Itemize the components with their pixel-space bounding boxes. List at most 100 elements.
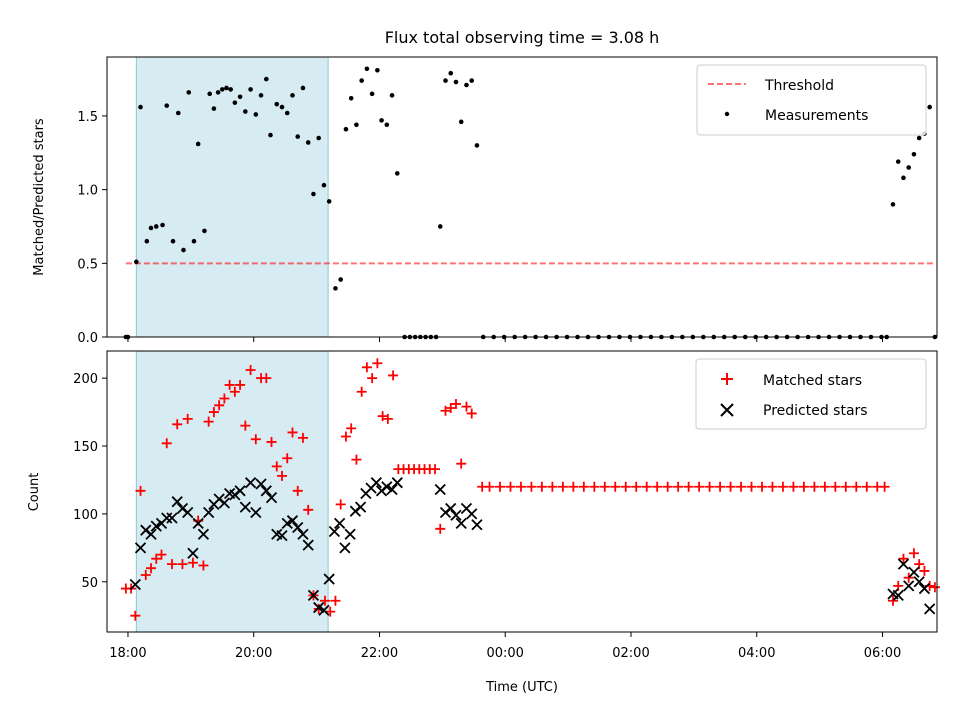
matched-star-point <box>277 470 288 481</box>
measurement-point <box>181 247 186 253</box>
y-tick-label: 1.5 <box>77 110 98 125</box>
predicted-star-point <box>334 517 346 530</box>
matched-star-point <box>610 481 621 492</box>
predicted-star-point <box>129 578 141 591</box>
predicted-star-point <box>318 604 330 616</box>
matched-star-point <box>879 481 890 492</box>
y-tick-label: 0.0 <box>77 331 98 346</box>
measurement-point <box>359 78 364 83</box>
x-tick-label: 18:00 <box>109 646 146 661</box>
measurement-point <box>911 151 917 157</box>
matched-star-point <box>219 393 230 404</box>
predicted-star-point <box>344 528 356 540</box>
matched-star-point <box>261 373 272 384</box>
matched-star-point <box>662 481 673 492</box>
matched-star-point <box>919 565 930 576</box>
measurement-point <box>232 100 238 105</box>
measurement-point <box>458 119 464 125</box>
measurement-point <box>338 277 343 282</box>
predicted-star-point <box>203 506 215 519</box>
predicted-star-point <box>908 566 920 578</box>
measurement-point <box>354 122 359 128</box>
measurement-point <box>364 66 370 72</box>
measurement-point <box>138 104 143 110</box>
measurement-point <box>326 199 332 204</box>
matched-star-point <box>568 481 579 492</box>
matched-star-point <box>515 481 526 492</box>
matched-star-point <box>547 481 558 492</box>
measurement-point <box>375 67 380 73</box>
matched-star-point <box>536 481 547 492</box>
matched-star-point <box>356 386 367 397</box>
predicted-star-point <box>450 509 462 521</box>
matched-star-point <box>140 569 151 580</box>
predicted-star-point <box>150 520 162 532</box>
measurement-point <box>437 224 443 229</box>
matched-star-point <box>177 559 188 570</box>
y-tick-label: 100 <box>73 508 98 523</box>
predicted-star-point <box>313 601 325 614</box>
matched-star-point <box>683 481 694 492</box>
measurement-point <box>295 134 301 139</box>
measurement-point <box>202 228 207 234</box>
predicted-star-point <box>307 589 320 601</box>
measurement-point <box>379 118 384 123</box>
measurement-point <box>175 110 181 116</box>
matched-star-point <box>161 438 172 449</box>
matched-star-point <box>229 386 240 397</box>
matched-star-point <box>335 499 346 510</box>
measurement-point <box>333 286 338 291</box>
y-tick-label: 150 <box>73 440 98 455</box>
matched-star-point <box>898 553 909 564</box>
measurement-point <box>144 238 150 244</box>
measurement-point <box>263 76 269 82</box>
matched-star-point <box>235 379 246 390</box>
matched-star-point <box>445 403 456 414</box>
measurement-point <box>248 87 253 92</box>
matched-star-point <box>704 481 715 492</box>
count-panel: 50 100 150 200 18:00 20:00 22:00 00:00 02:00 04:… <box>27 350 940 695</box>
matched-star-point <box>715 481 726 492</box>
measurement-point <box>474 143 480 148</box>
predicted-star-point <box>386 483 398 496</box>
measurement-point <box>448 70 454 76</box>
measurement-point <box>215 90 221 95</box>
predicted-star-point <box>913 576 925 588</box>
measurement-point <box>290 93 295 98</box>
matched-star-point <box>266 436 277 447</box>
matched-star-point <box>494 481 505 492</box>
predicted-star-point <box>434 483 446 496</box>
measurement-point <box>901 175 906 181</box>
matched-star-point <box>297 432 308 443</box>
ratio-panel: 0.0 0.5 1.0 1.5 Matched/Predicted stars Thr… <box>32 56 938 346</box>
measurement-point <box>906 165 912 170</box>
matched-star-point <box>340 431 351 442</box>
matched-star-point <box>287 427 298 438</box>
matched-star-point <box>830 481 841 492</box>
matched-star-point <box>887 595 898 606</box>
measurement-point <box>237 94 243 100</box>
predicted-star-point <box>192 517 204 530</box>
legend-matched-swatch <box>721 373 733 385</box>
matched-star-point <box>214 400 225 411</box>
measurement-point <box>890 202 896 207</box>
predicted-star-point <box>339 542 351 554</box>
predicted-star-point <box>265 491 278 504</box>
matched-star-point <box>725 481 736 492</box>
measurement-point <box>211 106 217 111</box>
y-tick-label: 200 <box>73 372 98 387</box>
x-axis-label: Time (UTC) <box>485 680 558 695</box>
predicted-star-point <box>145 528 157 540</box>
measurement-point <box>464 82 469 88</box>
count-y-axis-label: Count <box>27 473 42 512</box>
legend-predicted-label: Predicted stars <box>763 403 868 419</box>
measurement-point <box>469 78 474 83</box>
matched-star-point <box>282 453 293 464</box>
matched-star-point <box>325 606 336 617</box>
matched-star-point <box>440 405 451 416</box>
measurement-point <box>316 135 321 141</box>
matched-star-point <box>851 481 862 492</box>
measurement-point <box>394 171 400 176</box>
ratio-legend: Threshold Measurements <box>696 64 927 136</box>
matched-star-point <box>372 358 383 369</box>
